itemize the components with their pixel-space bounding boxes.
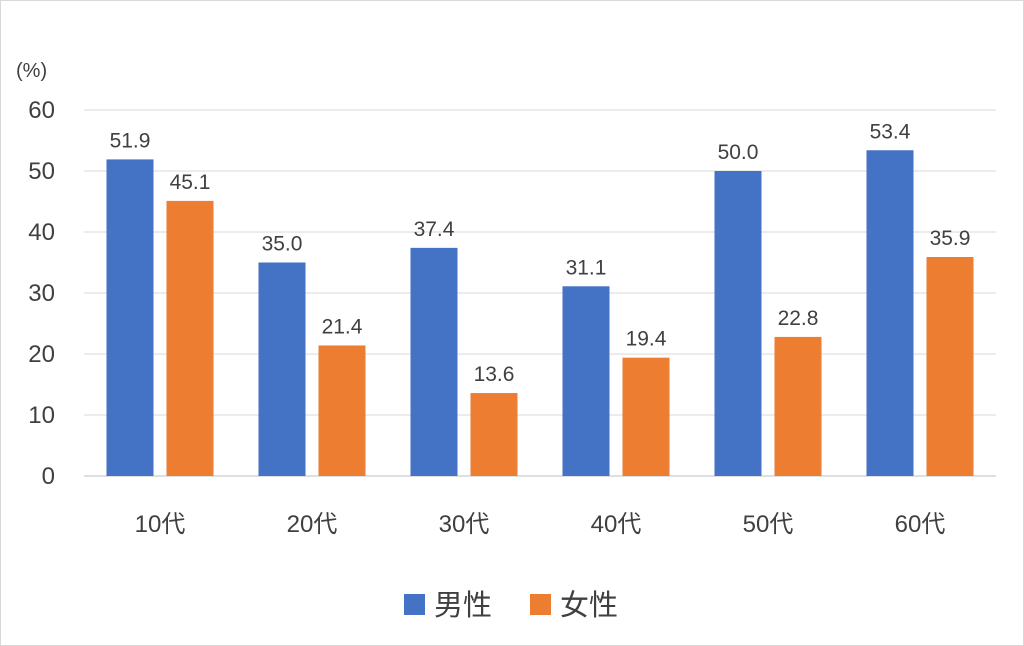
data-label: 45.1 (170, 171, 211, 194)
data-label: 51.9 (110, 129, 151, 152)
data-label: 19.4 (626, 328, 667, 351)
data-label: 35.9 (930, 227, 971, 250)
data-label: 53.4 (870, 120, 911, 143)
bar-30代-女性 (471, 393, 518, 476)
bar-20代-男性 (259, 263, 306, 477)
data-label: 50.0 (718, 141, 759, 164)
bar-60代-女性 (927, 257, 974, 476)
legend-label: 女性 (560, 589, 618, 622)
y-tick-label: 60 (28, 97, 55, 124)
data-labels: 51.9 45.1 35.0 21.4 37.4 13.6 31.1 19.4 50.0 22.8… (110, 120, 971, 386)
gridlines (84, 110, 996, 476)
bar-40代-女性 (623, 358, 670, 476)
bar-40代-男性 (563, 286, 610, 476)
bars (107, 150, 974, 476)
y-tick-label: 10 (28, 402, 55, 429)
data-label: 21.4 (322, 315, 363, 338)
bar-20代-女性 (319, 345, 366, 476)
x-tick-label: 10代 (135, 511, 186, 538)
y-unit-label: (%) (16, 60, 47, 82)
data-label: 13.6 (474, 363, 515, 386)
x-tick-label: 30代 (439, 511, 490, 538)
y-tick-label: 30 (28, 280, 55, 307)
bar-10代-女性 (167, 201, 214, 476)
legend-swatch (404, 594, 425, 615)
legend: 男性 女性 (404, 589, 618, 622)
bar-50代-女性 (775, 337, 822, 476)
y-tick-label: 40 (28, 219, 55, 246)
legend-label: 男性 (434, 589, 492, 622)
y-tick-label: 0 (42, 463, 55, 490)
y-tick-label: 50 (28, 158, 55, 185)
x-tick-label: 40代 (591, 511, 642, 538)
data-label: 31.1 (566, 256, 607, 279)
x-axis-ticks: 10代 20代 30代 40代 50代 60代 (135, 511, 946, 538)
data-label: 35.0 (262, 233, 303, 256)
y-axis-ticks: 0 10 20 30 40 50 60 (28, 97, 55, 490)
data-label: 37.4 (414, 218, 455, 241)
x-tick-label: 50代 (743, 511, 794, 538)
bar-60代-男性 (867, 150, 914, 476)
y-tick-label: 20 (28, 341, 55, 368)
x-tick-label: 20代 (287, 511, 338, 538)
bar-50代-男性 (715, 171, 762, 476)
bar-10代-男性 (107, 159, 154, 476)
bar-30代-男性 (411, 248, 458, 476)
data-label: 22.8 (778, 307, 819, 330)
legend-swatch (530, 594, 551, 615)
x-tick-label: 60代 (895, 511, 946, 538)
